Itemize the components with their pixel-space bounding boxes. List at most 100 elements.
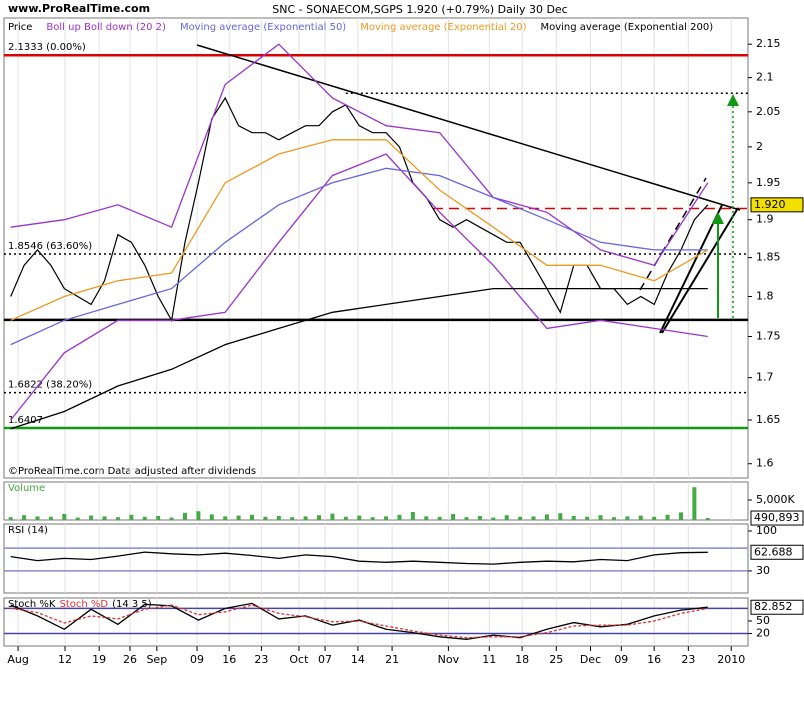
bar xyxy=(250,514,254,520)
bar xyxy=(585,516,590,520)
bar xyxy=(317,515,322,520)
last-value-box xyxy=(750,197,804,213)
bar xyxy=(692,487,697,520)
bar xyxy=(558,513,563,520)
x-tick-label: 12 xyxy=(58,653,72,666)
x-tick-label: 14 xyxy=(351,653,365,666)
bar xyxy=(276,516,281,520)
footer: ©ProRealTime.com Data adjusted after div… xyxy=(8,466,256,477)
bar xyxy=(89,515,94,520)
legend-entry: Price xyxy=(8,22,32,33)
bar xyxy=(22,515,27,520)
bar xyxy=(303,516,308,520)
x-tick-label: 07 xyxy=(318,653,332,666)
series-line xyxy=(10,153,708,421)
x-tick-label: Aug xyxy=(7,653,28,666)
level-label: 1.6822 (38.20%) xyxy=(8,380,92,391)
last-value-box xyxy=(750,599,804,615)
last-value-box xyxy=(750,544,804,560)
series-line xyxy=(10,604,708,639)
bar xyxy=(598,515,603,520)
x-tick-label: Dec xyxy=(580,653,601,666)
y-tick-label: 20 xyxy=(756,626,770,639)
bar xyxy=(223,516,228,520)
bar xyxy=(665,514,670,520)
series-line xyxy=(10,139,709,321)
bar xyxy=(357,515,362,520)
x-tick-label: 16 xyxy=(647,653,661,666)
bar xyxy=(424,516,429,520)
last-value-box xyxy=(750,510,804,526)
legend-entry: Moving average (Exponential 20) xyxy=(360,22,526,33)
y-tick-label: 1.9 xyxy=(756,213,774,226)
bar xyxy=(518,516,523,520)
panel-title: RSI (14) xyxy=(8,525,48,536)
bar xyxy=(236,515,241,520)
arrow-head xyxy=(727,94,739,106)
y-tick-label: 50 xyxy=(756,614,770,627)
x-tick-label: 16 xyxy=(222,653,236,666)
bar xyxy=(544,514,549,520)
bar xyxy=(169,517,174,520)
bar xyxy=(464,517,469,520)
last-value-label: 82.852 xyxy=(754,600,793,613)
series-line xyxy=(10,287,708,430)
bar xyxy=(652,516,657,520)
bar xyxy=(209,514,214,520)
series-line xyxy=(10,43,709,267)
bar xyxy=(182,512,187,520)
bar xyxy=(611,517,616,520)
panel xyxy=(3,481,749,521)
bar xyxy=(678,512,683,520)
x-tick-label: 19 xyxy=(92,653,106,666)
y-tick-label: 1.65 xyxy=(756,413,781,426)
bar xyxy=(115,517,120,520)
panel xyxy=(3,523,749,594)
x-tick-label: 26 xyxy=(123,653,137,666)
bar xyxy=(35,516,40,520)
bar xyxy=(196,511,201,520)
bar xyxy=(410,512,415,520)
x-tick-label: Oct xyxy=(289,653,309,666)
x-tick-label: 09 xyxy=(190,653,204,666)
arrow-head xyxy=(712,212,724,224)
x-tick-label: 11 xyxy=(482,653,496,666)
y-tick-label: 2.1 xyxy=(756,71,774,84)
x-tick-label: Nov xyxy=(438,653,460,666)
panel-title: (14 3 5) xyxy=(112,599,152,610)
bar xyxy=(156,516,161,520)
bar xyxy=(477,516,482,520)
x-tick-label: 25 xyxy=(549,653,563,666)
bar xyxy=(397,514,402,520)
bar xyxy=(638,515,643,520)
bar xyxy=(142,516,147,520)
chart-title: SNC - SONAECOM,SGPS 1.920 (+0.79%) Daily… xyxy=(272,3,567,16)
trend-line xyxy=(639,177,707,291)
bar xyxy=(705,518,710,520)
level-label: 1.6407 xyxy=(8,415,43,426)
bar xyxy=(343,516,348,520)
bar xyxy=(62,514,67,520)
x-tick-label: 18 xyxy=(515,653,529,666)
legend-entry: Boll up Boll down (20 2) xyxy=(46,22,166,33)
y-tick-label: 1.95 xyxy=(756,176,781,189)
y-tick-label: 1.85 xyxy=(756,251,781,264)
series-line xyxy=(10,96,709,323)
bar xyxy=(330,513,335,520)
bar xyxy=(290,517,295,520)
level-label: 2.1333 (0.00%) xyxy=(8,42,86,53)
bar xyxy=(8,517,13,520)
bar xyxy=(48,516,53,520)
x-tick-label: 21 xyxy=(385,653,399,666)
bar xyxy=(370,517,375,520)
bar xyxy=(102,516,107,520)
y-tick-label: 2.05 xyxy=(756,105,781,118)
panel xyxy=(3,597,749,647)
y-tick-label: 2.15 xyxy=(756,37,781,50)
y-tick-label: 2 xyxy=(756,140,763,153)
bar xyxy=(451,514,456,520)
series-line xyxy=(10,551,708,565)
site: www.ProRealTime.com xyxy=(8,2,150,15)
bar xyxy=(531,516,536,520)
